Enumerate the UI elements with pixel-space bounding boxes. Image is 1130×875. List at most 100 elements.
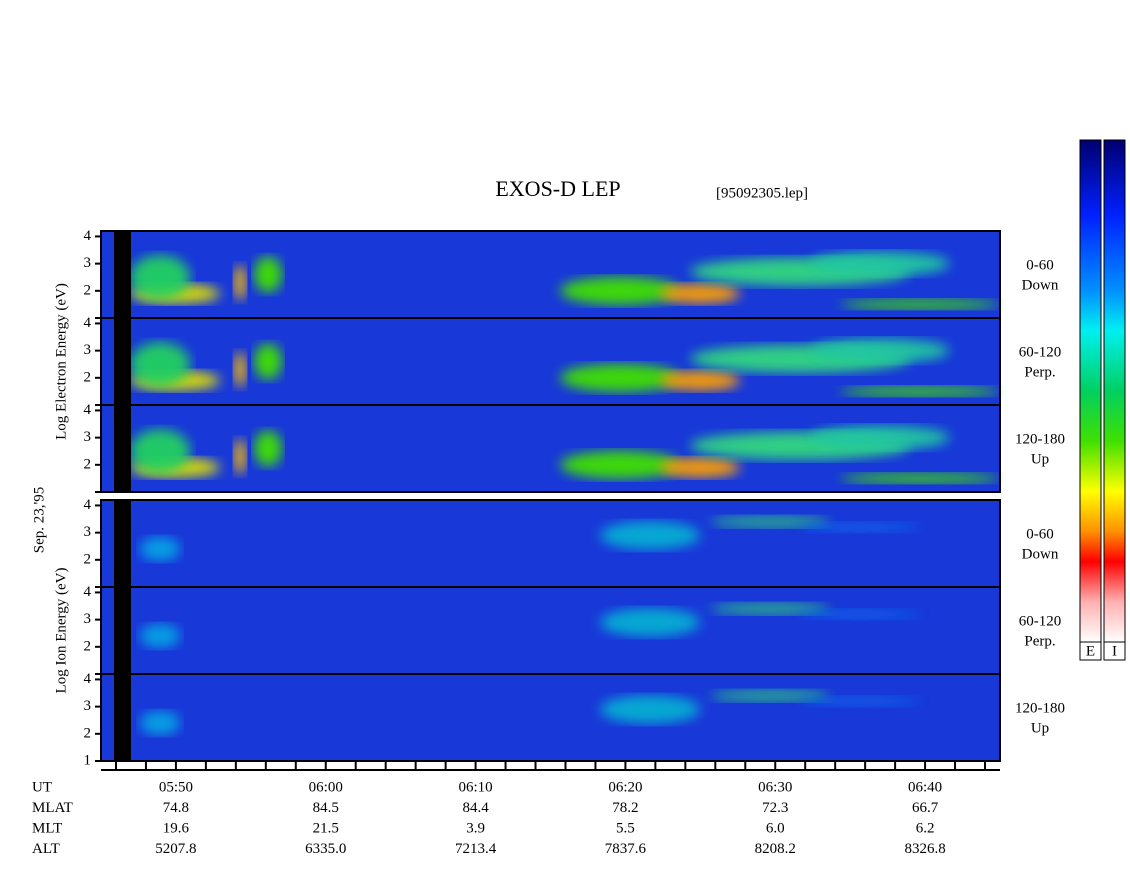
panel-label: 60-120 — [1019, 344, 1062, 360]
x-tick-label: 06:20 — [608, 779, 642, 795]
panel-frame — [100, 673, 1001, 762]
x-tick-label: 06:30 — [758, 779, 792, 795]
y-tick-label: 4 — [84, 402, 92, 418]
ephemeris-value: 84.4 — [462, 800, 489, 816]
flux-feature — [560, 276, 680, 305]
y-tick-label: 2 — [84, 456, 92, 472]
ephemeris-value: 6335.0 — [305, 841, 346, 857]
data-gap — [114, 405, 131, 492]
data-gap — [114, 587, 131, 674]
flux-feature — [140, 623, 180, 648]
panel-label: Down — [1022, 277, 1059, 293]
flux-feature — [254, 256, 282, 293]
colorbar — [1079, 139, 1102, 643]
y-tick-label: 2 — [84, 638, 92, 654]
y-tick-label: 2 — [84, 725, 92, 741]
y-tick-label: 4 — [84, 671, 92, 687]
y-tick-label: 3 — [84, 611, 92, 627]
flux-feature — [234, 351, 246, 388]
ephemeris-value: 8208.2 — [755, 841, 796, 857]
ephemeris-value: 74.8 — [163, 800, 189, 816]
ephemeris-value: 5.5 — [616, 820, 635, 836]
flux-feature — [840, 299, 1000, 310]
y-tick-label: 3 — [84, 342, 92, 358]
flux-feature — [600, 608, 700, 637]
x-tick-label: 06:00 — [309, 779, 343, 795]
flux-feature — [254, 430, 282, 467]
y-tick-label: 3 — [84, 524, 92, 540]
ephemeris-value: 84.5 — [313, 800, 339, 816]
y-tick-label: 1 — [84, 752, 92, 768]
panel-label: 60-120 — [1019, 613, 1062, 629]
ephemeris-value: 7213.4 — [455, 841, 497, 857]
ephemeris-label: UT — [32, 779, 52, 795]
colorbar-label-box — [1079, 641, 1102, 661]
y-tick-label: 3 — [84, 698, 92, 714]
panel-background — [101, 674, 1000, 761]
data-gap — [114, 500, 131, 587]
data-gap — [114, 318, 131, 405]
flux-feature — [660, 457, 740, 478]
panel-label: Down — [1022, 546, 1059, 562]
ephemeris-value: 3.9 — [466, 820, 485, 836]
flux-feature — [800, 522, 920, 533]
flux-feature — [710, 515, 830, 528]
flux-feature — [560, 450, 680, 479]
y-tick-label: 4 — [84, 228, 92, 244]
colorbar-label: I — [1112, 643, 1117, 659]
y-tick-label: 3 — [84, 429, 92, 445]
flux-feature — [234, 438, 246, 475]
ephemeris-value: 6.0 — [766, 820, 785, 836]
flux-feature — [840, 473, 1000, 484]
ephemeris-label: ALT — [32, 841, 60, 857]
flux-feature — [810, 425, 950, 450]
panel-frame — [100, 404, 1001, 493]
x-tick-label: 06:10 — [458, 779, 492, 795]
panel-label: Up — [1031, 451, 1049, 467]
flux-feature — [710, 602, 830, 615]
data-gap — [114, 231, 131, 318]
colorbar-label: E — [1086, 643, 1095, 659]
panel-label: Perp. — [1024, 633, 1055, 649]
y-tick-label: 4 — [84, 584, 92, 600]
y-tick-label: 2 — [84, 551, 92, 567]
ephemeris-value: 72.3 — [762, 800, 788, 816]
flux-feature — [840, 386, 1000, 397]
flux-feature — [130, 255, 190, 300]
flux-feature — [600, 521, 700, 550]
ephemeris-value: 7837.6 — [605, 841, 647, 857]
flux-feature — [130, 342, 190, 387]
date-label: Sep. 23,'95 — [31, 487, 47, 553]
panel-label: 120-180 — [1015, 700, 1065, 716]
y-axis-label: Log Electron Energy (eV) — [53, 283, 69, 440]
flux-feature — [710, 689, 830, 702]
flux-feature — [234, 264, 246, 301]
flux-feature — [810, 338, 950, 363]
x-tick-label: 06:40 — [908, 779, 942, 795]
flux-feature — [800, 609, 920, 620]
y-tick-label: 4 — [84, 497, 92, 513]
panel-label: 0-60 — [1026, 526, 1054, 542]
y-tick-label: 2 — [84, 369, 92, 385]
ephemeris-value: 8326.8 — [904, 841, 945, 857]
flux-feature — [140, 536, 180, 561]
x-tick-label: 05:50 — [159, 779, 193, 795]
ephemeris-value: 78.2 — [612, 800, 638, 816]
ephemeris-value: 66.7 — [912, 800, 939, 816]
flux-feature — [130, 429, 190, 474]
y-tick-label: 3 — [84, 255, 92, 271]
flux-feature — [660, 283, 740, 304]
panel-background — [101, 500, 1000, 587]
ephemeris-value: 19.6 — [163, 820, 190, 836]
colorbar-label-box — [1103, 641, 1126, 661]
file-label: [95092305.lep] — [716, 185, 808, 201]
y-axis-label: Log Ion Energy (eV) — [53, 568, 69, 694]
flux-feature — [800, 696, 920, 707]
panel-background — [101, 587, 1000, 674]
flux-feature — [660, 370, 740, 391]
panel-label: 0-60 — [1026, 257, 1054, 273]
colorbar — [1103, 139, 1126, 643]
panel-label: Up — [1031, 720, 1049, 736]
ephemeris-value: 21.5 — [313, 820, 339, 836]
